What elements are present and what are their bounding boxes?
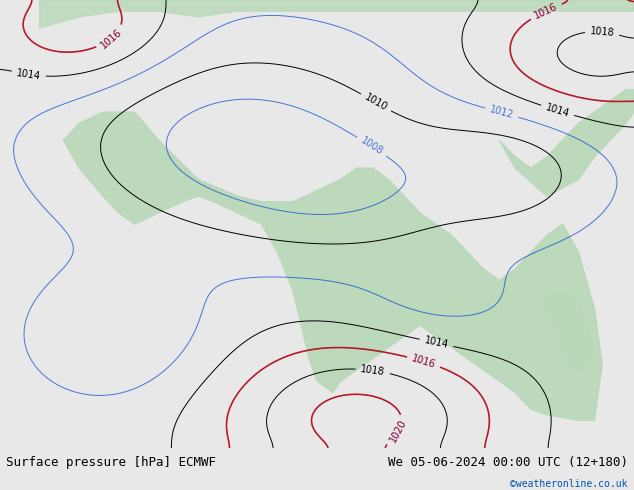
Polygon shape <box>500 90 634 196</box>
Text: 1010: 1010 <box>363 92 389 113</box>
Text: 1016: 1016 <box>98 26 124 50</box>
Text: We 05-06-2024 00:00 UTC (12+180): We 05-06-2024 00:00 UTC (12+180) <box>387 456 628 469</box>
Text: 1016: 1016 <box>411 353 437 370</box>
Polygon shape <box>539 292 595 370</box>
Text: 1020: 1020 <box>388 418 408 444</box>
Text: 1014: 1014 <box>424 336 450 350</box>
Text: 1018: 1018 <box>360 364 385 377</box>
Text: 1008: 1008 <box>359 136 385 157</box>
Text: ©weatheronline.co.uk: ©weatheronline.co.uk <box>510 479 628 489</box>
Polygon shape <box>39 0 634 28</box>
Text: 1016: 1016 <box>533 1 559 21</box>
Text: 1016: 1016 <box>411 353 437 370</box>
Text: 1014: 1014 <box>545 102 571 119</box>
Text: 1018: 1018 <box>590 26 615 38</box>
Polygon shape <box>63 112 602 420</box>
Text: 1016: 1016 <box>533 1 559 21</box>
Text: 1020: 1020 <box>388 418 408 444</box>
Text: 1016: 1016 <box>98 26 124 50</box>
Text: 1014: 1014 <box>16 68 42 81</box>
Text: 1012: 1012 <box>488 104 515 121</box>
Text: Surface pressure [hPa] ECMWF: Surface pressure [hPa] ECMWF <box>6 456 216 469</box>
